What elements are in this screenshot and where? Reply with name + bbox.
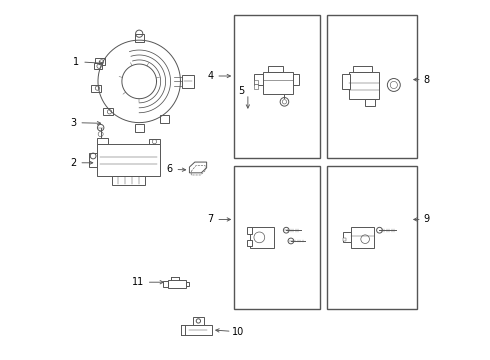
Bar bbox=[349, 72, 379, 99]
Bar bbox=[185, 324, 212, 335]
Text: 11: 11 bbox=[132, 277, 163, 287]
Text: 8: 8 bbox=[423, 75, 430, 85]
Bar bbox=[95, 58, 105, 66]
Bar bbox=[269, 66, 283, 72]
Text: 2: 2 bbox=[70, 158, 93, 168]
Bar bbox=[263, 72, 294, 94]
Bar bbox=[97, 144, 160, 176]
Bar bbox=[91, 85, 101, 92]
Bar bbox=[353, 66, 372, 72]
Bar bbox=[95, 63, 101, 69]
Bar bbox=[168, 280, 186, 288]
Bar bbox=[247, 240, 252, 246]
Bar bbox=[254, 84, 258, 89]
Polygon shape bbox=[190, 162, 207, 173]
Bar bbox=[163, 281, 168, 287]
Bar bbox=[186, 282, 190, 286]
Bar bbox=[160, 116, 169, 123]
Text: 7: 7 bbox=[207, 215, 230, 224]
Bar bbox=[254, 74, 263, 85]
Bar bbox=[97, 138, 108, 144]
Bar bbox=[149, 139, 160, 144]
Bar bbox=[247, 226, 252, 234]
Bar bbox=[327, 15, 417, 158]
Bar bbox=[351, 227, 374, 248]
Text: 5: 5 bbox=[238, 86, 245, 96]
Text: 9: 9 bbox=[423, 215, 430, 224]
Bar bbox=[365, 99, 375, 107]
Bar bbox=[294, 74, 299, 85]
Text: 10: 10 bbox=[232, 327, 245, 337]
Bar bbox=[135, 124, 144, 132]
Bar bbox=[343, 238, 346, 241]
Bar bbox=[342, 74, 350, 89]
Bar bbox=[234, 15, 320, 158]
Bar bbox=[182, 75, 194, 88]
Text: 1: 1 bbox=[73, 57, 102, 67]
Bar bbox=[193, 318, 204, 324]
Bar bbox=[250, 226, 274, 248]
Bar bbox=[254, 80, 258, 84]
Text: 3: 3 bbox=[71, 118, 100, 128]
Bar bbox=[103, 108, 113, 116]
Bar bbox=[234, 166, 320, 309]
Bar bbox=[112, 176, 145, 185]
Text: 6: 6 bbox=[167, 164, 186, 174]
Bar bbox=[89, 153, 97, 167]
Bar bbox=[327, 166, 417, 309]
Bar bbox=[135, 34, 144, 42]
Bar bbox=[343, 231, 351, 242]
Text: 4: 4 bbox=[207, 71, 230, 81]
